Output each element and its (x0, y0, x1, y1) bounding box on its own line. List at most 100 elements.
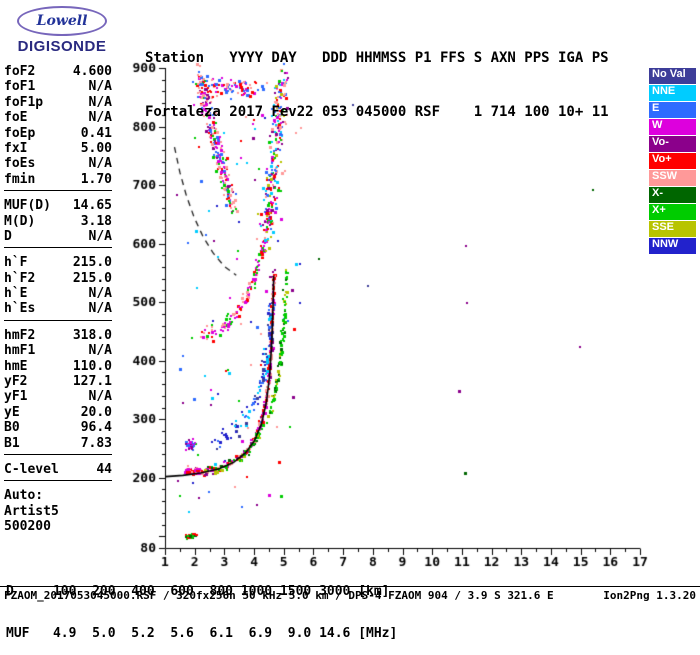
d-row: D 100 200 400 600 800 1000 1500 3000 [km… (6, 584, 390, 599)
param-row: yF2 127.1 (4, 374, 112, 389)
param-name: D (4, 228, 12, 244)
param-name: yF1 (4, 389, 28, 405)
param-name: foF2 (4, 64, 36, 79)
param-row: yE 20.0 (4, 405, 112, 420)
param-row: MUF(D) 14.65 (4, 198, 112, 213)
param-value: 215.0 (72, 270, 112, 286)
param-value: 1.70 (80, 171, 112, 187)
param-name: fmin (4, 171, 36, 187)
param-name: yE (4, 404, 20, 420)
legend-item: SSW (649, 170, 696, 186)
param-row: C-level 44 (4, 462, 112, 477)
legend-item: E (649, 102, 696, 118)
legend: No Val NNE E W Vo- Vo+ SSW X- X+ SSE NNW (649, 68, 696, 255)
param-name: h`E (4, 286, 28, 302)
param-name: foEs (4, 156, 36, 172)
param-value: N/A (88, 156, 112, 172)
param-row: D N/A (4, 229, 112, 244)
station-header: Station YYYY DAY DDD HHMMSS P1 FFS S AXN… (145, 13, 609, 139)
param-value: 3.18 (80, 213, 112, 229)
param-row: foF1p N/A (4, 95, 112, 110)
legend-item: W (649, 119, 696, 135)
param-value: 127.1 (72, 374, 112, 390)
param-value: N/A (88, 286, 112, 302)
param-value: 20.0 (80, 404, 112, 420)
param-name: foEp (4, 125, 36, 141)
param-row: fmin 1.70 (4, 172, 112, 187)
autoscaler-line: Auto: (4, 488, 44, 504)
param-name: MUF(D) (4, 198, 51, 214)
param-name: foF1p (4, 94, 44, 110)
param-row: fxI 5.00 (4, 141, 112, 156)
param-value: 0.41 (80, 125, 112, 141)
param-row: h`Es N/A (4, 301, 112, 316)
param-name: hmE (4, 358, 28, 374)
param-group: hmF2 318.0 hmF1 N/A hmE 110.0 yF2 127.1 yF1 N/A yE… (4, 328, 112, 455)
param-value: 215.0 (72, 255, 112, 271)
param-value: 44 (96, 461, 112, 477)
param-value: 96.4 (80, 420, 112, 436)
logo-oval: Lowell (17, 6, 107, 36)
param-row: h`E N/A (4, 286, 112, 301)
autoscaler-info: Auto: Artist5 500200 (4, 488, 112, 534)
param-name: B0 (4, 420, 20, 436)
logo-digisonde-text: DIGISONDE (17, 38, 107, 55)
param-name: hmF1 (4, 343, 36, 359)
param-value: N/A (88, 110, 112, 126)
param-row: yF1 N/A (4, 389, 112, 404)
param-value: 5.00 (80, 140, 112, 156)
legend-item: X- (649, 187, 696, 203)
param-row: foEs N/A (4, 156, 112, 171)
ionogram-plot (0, 0, 700, 600)
param-row: hmF1 N/A (4, 343, 112, 358)
param-row: foF1 N/A (4, 79, 112, 94)
param-row: h`F 215.0 (4, 255, 112, 270)
logo-lowell-text: Lowell (36, 13, 88, 29)
autoscaler-line: 500200 (4, 519, 51, 535)
parameter-panel: foF2 4.600 foF1 N/A foF1p N/A foE N/A foEp 0.41 fx… (4, 64, 112, 535)
param-row: foEp 0.41 (4, 126, 112, 141)
param-group: C-level 44 (4, 462, 112, 482)
header-line-values: Fortaleza 2017 Fev22 053 045000 RSF 1 71… (145, 104, 609, 120)
status-bar: FZAOM_2017053045000.RSF / 320fx256h 50 k… (0, 586, 700, 602)
param-value: 110.0 (72, 358, 112, 374)
status-version: Ion2Png 1.3.20 (603, 589, 696, 602)
param-value: 4.600 (72, 64, 112, 79)
param-name: C-level (4, 461, 59, 477)
param-value: N/A (88, 343, 112, 359)
param-row: M(D) 3.18 (4, 214, 112, 229)
legend-item: Vo- (649, 136, 696, 152)
param-value: N/A (88, 301, 112, 317)
param-group: foF2 4.600 foF1 N/A foF1p N/A foE N/A foEp 0.41 fx… (4, 64, 112, 192)
param-group: h`F 215.0 h`F2 215.0 h`E N/A h`Es N/A (4, 255, 112, 321)
param-name: yF2 (4, 374, 28, 390)
param-row: h`F2 215.0 (4, 271, 112, 286)
param-value: N/A (88, 79, 112, 95)
param-value: 318.0 (72, 327, 112, 343)
param-name: foF1 (4, 79, 36, 95)
param-row: foF2 4.600 (4, 64, 112, 79)
param-row: B1 7.83 (4, 436, 112, 451)
status-filename: FZAOM_2017053045000.RSF / 320fx256h 50 k… (4, 589, 554, 602)
param-value: N/A (88, 228, 112, 244)
param-name: fxI (4, 140, 28, 156)
param-value: 7.83 (80, 435, 112, 451)
param-name: B1 (4, 435, 20, 451)
param-group: MUF(D) 14.65 M(D) 3.18 D N/A (4, 198, 112, 249)
param-value: N/A (88, 389, 112, 405)
legend-item: X+ (649, 204, 696, 220)
autoscaler-line: Artist5 (4, 503, 59, 519)
param-name: h`Es (4, 301, 36, 317)
lowell-logo: Lowell DIGISONDE (12, 6, 112, 55)
param-name: hmF2 (4, 327, 36, 343)
legend-item: NNW (649, 238, 696, 254)
param-name: h`F (4, 255, 28, 271)
header-line-columns: Station YYYY DAY DDD HHMMSS P1 FFS S AXN… (145, 50, 609, 66)
param-value: N/A (88, 94, 112, 110)
muf-row: MUF 4.9 5.0 5.2 5.6 6.1 6.9 9.0 14.6 [MH… (6, 626, 398, 641)
param-row: hmF2 318.0 (4, 328, 112, 343)
param-row: foE N/A (4, 110, 112, 125)
param-name: foE (4, 110, 28, 126)
legend-item: SSE (649, 221, 696, 237)
legend-item: NNE (649, 85, 696, 101)
